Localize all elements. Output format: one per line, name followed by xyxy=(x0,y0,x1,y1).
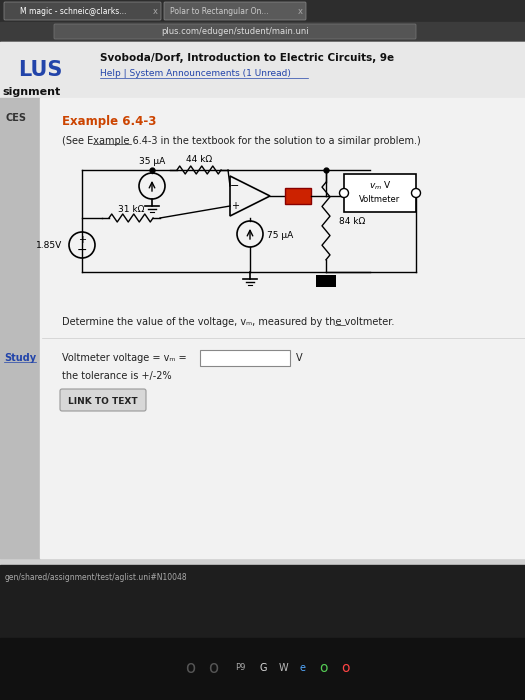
Text: Svoboda/Dorf, Introduction to Electric Circuits, 9e: Svoboda/Dorf, Introduction to Electric C… xyxy=(100,53,394,63)
Bar xyxy=(200,350,290,366)
Bar xyxy=(40,98,525,558)
Text: LINK TO TEXT: LINK TO TEXT xyxy=(68,396,138,405)
Bar xyxy=(0,565,525,640)
Bar xyxy=(285,188,311,204)
Text: the tolerance is +/-2%: the tolerance is +/-2% xyxy=(62,371,172,381)
Text: 1.85V: 1.85V xyxy=(36,241,62,249)
Bar xyxy=(0,42,525,97)
Text: W: W xyxy=(278,663,288,673)
Bar xyxy=(0,22,525,42)
Text: −: − xyxy=(77,244,87,256)
Text: CES: CES xyxy=(5,113,26,123)
Text: P9: P9 xyxy=(235,664,245,673)
Text: o: o xyxy=(208,659,218,677)
Bar xyxy=(0,0,525,22)
Text: LUS: LUS xyxy=(18,60,62,80)
FancyBboxPatch shape xyxy=(4,2,161,20)
Text: o: o xyxy=(185,659,195,677)
Text: Study: Study xyxy=(4,353,36,363)
Text: signment: signment xyxy=(2,87,60,97)
Text: o: o xyxy=(319,661,327,675)
FancyBboxPatch shape xyxy=(60,389,146,411)
Text: Determine the value of the voltage, vₘ, measured by the voltmeter.: Determine the value of the voltage, vₘ, … xyxy=(62,317,394,327)
Bar xyxy=(344,174,416,212)
Text: G: G xyxy=(259,663,267,673)
Text: +: + xyxy=(78,235,86,245)
Text: +: + xyxy=(231,201,239,211)
Text: e: e xyxy=(300,663,306,673)
Text: V: V xyxy=(296,353,302,363)
Bar xyxy=(0,98,40,558)
Text: $v_m$ V: $v_m$ V xyxy=(369,180,391,193)
FancyBboxPatch shape xyxy=(54,24,416,39)
Text: Polar to Rectangular On...: Polar to Rectangular On... xyxy=(170,8,268,17)
Text: plus.com/edugen/student/main.uni: plus.com/edugen/student/main.uni xyxy=(161,27,309,36)
Bar xyxy=(0,42,525,602)
Text: x: x xyxy=(152,8,158,17)
Text: Voltmeter voltage = vₘ =: Voltmeter voltage = vₘ = xyxy=(62,353,186,363)
Text: x: x xyxy=(298,8,302,17)
Text: 35 μA: 35 μA xyxy=(139,158,165,167)
Text: Voltmeter: Voltmeter xyxy=(360,195,401,204)
Text: 31 kΩ: 31 kΩ xyxy=(118,204,144,214)
Text: o: o xyxy=(341,661,349,675)
FancyBboxPatch shape xyxy=(164,2,306,20)
Text: (See Example 6.4-3 in the textbook for the solution to a similar problem.): (See Example 6.4-3 in the textbook for t… xyxy=(62,136,421,146)
Bar xyxy=(316,275,336,287)
Circle shape xyxy=(412,188,421,197)
Text: 44 kΩ: 44 kΩ xyxy=(186,155,212,164)
Text: gen/shared/assignment/test/aglist.uni#N10048: gen/shared/assignment/test/aglist.uni#N1… xyxy=(5,573,187,582)
Bar xyxy=(0,638,525,700)
Text: Help | System Announcements (1 Unread): Help | System Announcements (1 Unread) xyxy=(100,69,291,78)
Text: 75 μA: 75 μA xyxy=(267,232,293,241)
Text: −: − xyxy=(230,181,240,191)
Text: M magic - schneic@clarks...: M magic - schneic@clarks... xyxy=(20,8,127,17)
Text: 84 kΩ: 84 kΩ xyxy=(339,216,365,225)
Text: Example 6.4-3: Example 6.4-3 xyxy=(62,116,156,129)
Circle shape xyxy=(340,188,349,197)
